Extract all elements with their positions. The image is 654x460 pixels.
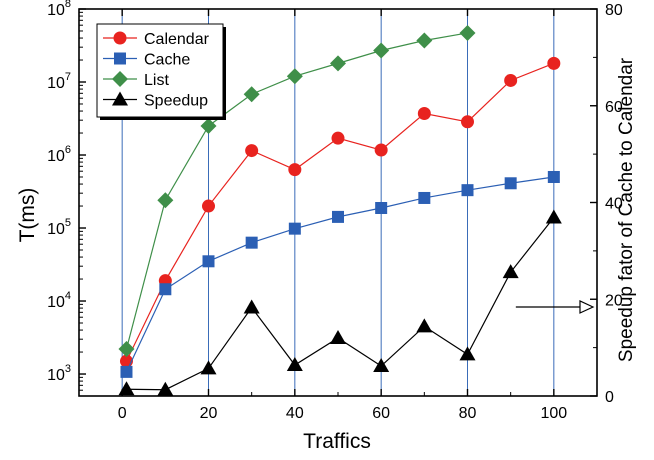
data-point — [288, 163, 302, 177]
y-tick-label: 108 — [47, 0, 71, 19]
data-point — [373, 42, 390, 59]
y-tick-label: 105 — [47, 217, 71, 238]
data-point — [157, 192, 174, 209]
series-layer — [118, 24, 562, 396]
data-point — [459, 346, 476, 361]
x-tick-label: 80 — [459, 405, 477, 422]
data-point — [331, 131, 345, 145]
data-point — [118, 381, 135, 396]
data-point — [245, 144, 259, 158]
data-point — [417, 107, 431, 121]
y-tick-label: 104 — [47, 290, 71, 311]
legend-item: Cache — [103, 52, 190, 69]
data-point — [118, 341, 135, 358]
legend-marker — [112, 91, 128, 106]
data-point — [418, 191, 431, 204]
data-point — [461, 115, 474, 129]
data-point — [502, 264, 519, 279]
y2-tick-label: 60 — [605, 99, 623, 116]
data-point — [202, 199, 215, 213]
series-list — [118, 24, 476, 358]
legend-label: Speedup — [144, 93, 208, 110]
data-point — [202, 255, 215, 268]
y2-tick-label: 0 — [605, 389, 614, 406]
x-tick-label: 40 — [286, 405, 304, 422]
data-point — [243, 86, 260, 103]
data-point — [286, 357, 303, 372]
data-point — [330, 329, 346, 344]
data-point — [504, 177, 517, 190]
data-point — [545, 209, 562, 224]
series-speedup — [118, 209, 562, 396]
x-tick-label: 100 — [540, 405, 567, 422]
data-point — [159, 283, 172, 296]
y-axis-title: T(ms) — [16, 188, 39, 243]
data-point — [373, 358, 390, 373]
legend-item: Speedup — [103, 91, 208, 110]
legend-marker — [114, 52, 126, 65]
y2-tick-label: 80 — [605, 2, 623, 19]
y-tick-label: 103 — [47, 363, 71, 384]
x-tick-label: 60 — [372, 405, 390, 422]
data-point — [547, 170, 560, 183]
x-tick-label: 20 — [200, 405, 218, 422]
legend-label: Cache — [144, 52, 190, 69]
data-point — [286, 68, 303, 85]
data-point — [200, 360, 217, 375]
legend-marker — [112, 71, 128, 87]
x-axis-title: Traffics — [303, 430, 371, 453]
data-point — [374, 143, 388, 157]
legend-item: Calendar — [103, 31, 210, 48]
legend-item: List — [103, 71, 169, 89]
legend-label: Calendar — [144, 31, 210, 48]
data-point — [157, 381, 174, 396]
data-point — [243, 299, 260, 314]
data-point — [332, 210, 344, 223]
data-point — [461, 184, 474, 197]
y-tick-label: 106 — [47, 144, 71, 165]
data-point — [416, 32, 433, 49]
annotations — [515, 300, 595, 314]
y2-tick-label: 40 — [605, 196, 623, 213]
data-point — [200, 117, 217, 134]
legend-label: List — [144, 72, 169, 89]
series-calendar — [119, 56, 561, 368]
series-line — [126, 217, 555, 391]
arrow-head — [579, 300, 595, 314]
axes: 0 20 40 60 80 100 103 104 105 106 107 108 0 20 40 60 80 — [47, 0, 623, 422]
data-point — [459, 24, 476, 41]
data-point — [330, 55, 346, 72]
data-point — [375, 201, 388, 214]
y-tick-label: 107 — [47, 71, 71, 92]
data-point — [288, 222, 301, 235]
y2-tick-label: 20 — [605, 292, 623, 309]
legend-marker — [113, 31, 127, 45]
data-point — [504, 73, 518, 87]
series-cache — [120, 170, 560, 378]
legend: Calendar Cache List Speedup — [96, 23, 226, 120]
data-point — [120, 365, 133, 378]
x-tick-label: 0 — [118, 405, 127, 422]
y2-axis-title: Speedup fator of Cache to Calendar — [616, 57, 637, 362]
data-point — [416, 318, 433, 333]
data-point — [547, 56, 561, 70]
data-point — [245, 236, 258, 249]
